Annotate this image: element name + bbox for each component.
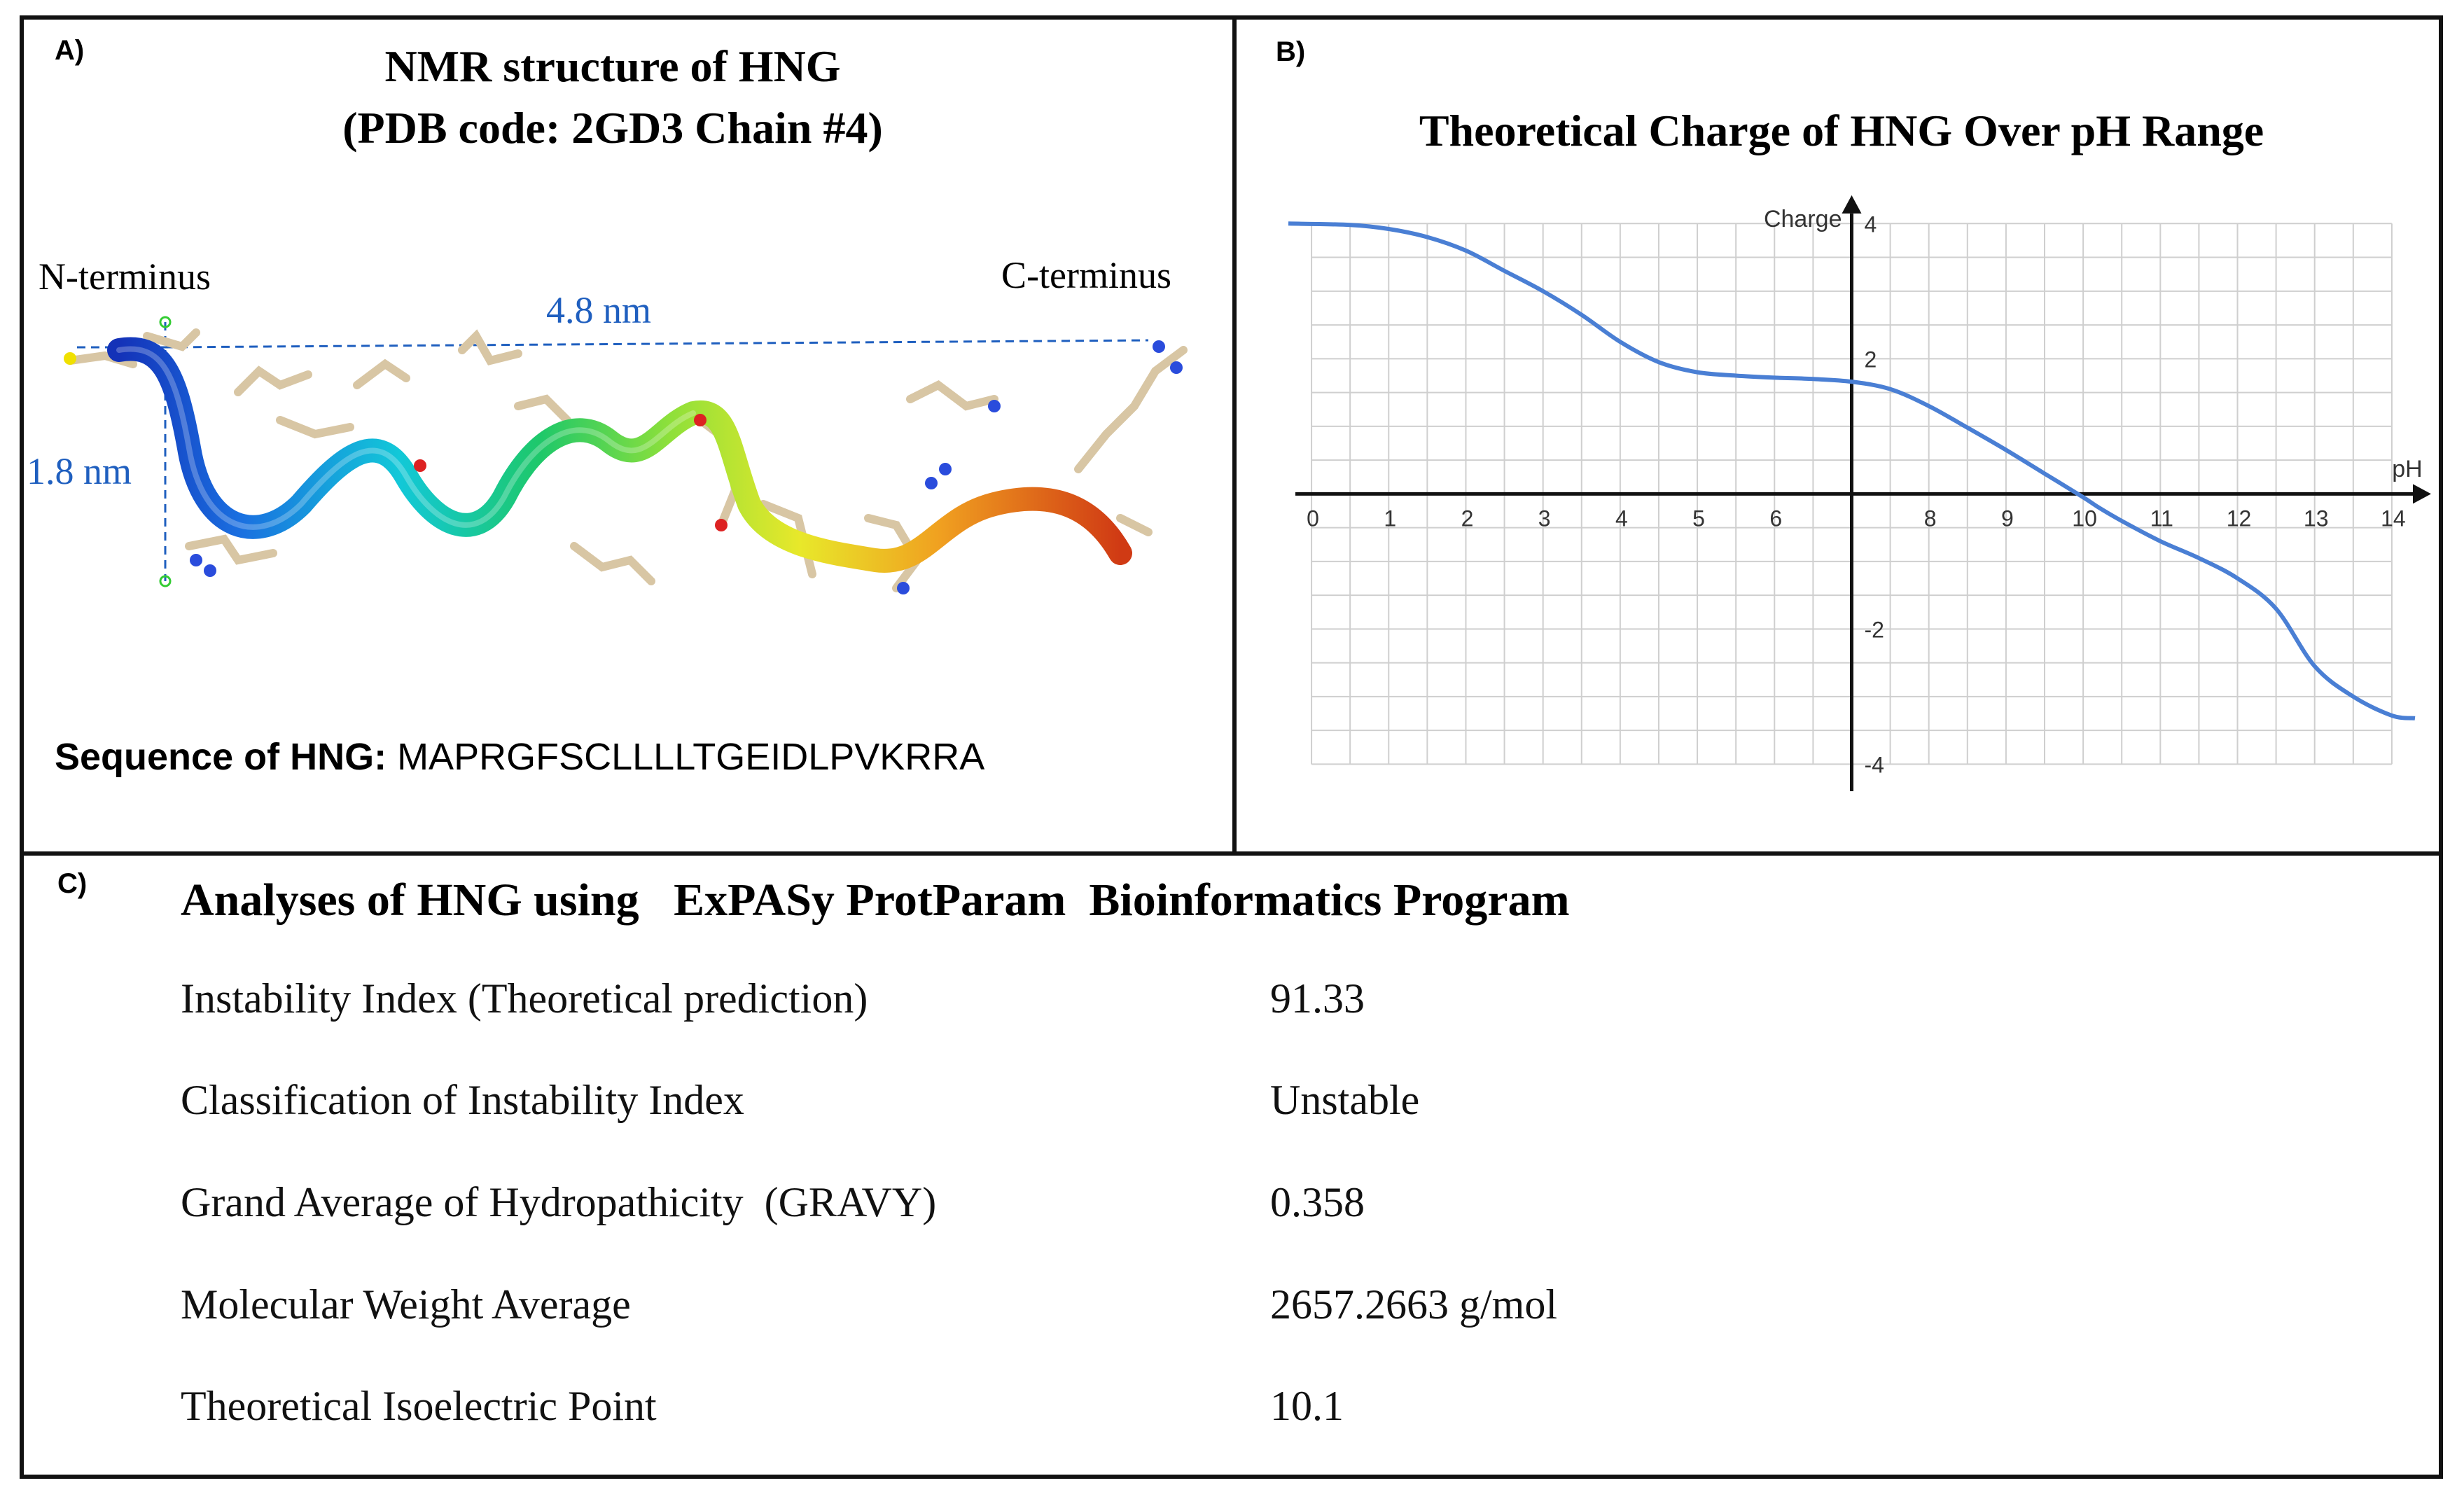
x-tick-label: 3 <box>1538 506 1551 531</box>
x-tick-label: 14 <box>2381 506 2406 531</box>
panel-a-label: A) <box>55 35 85 66</box>
x-tick-label: 13 <box>2304 506 2329 531</box>
length-measurement-label: 4.8 nm <box>546 289 652 331</box>
panel-a-title-line1: NMR structure of HNG <box>384 41 841 91</box>
x-tick-label: 12 <box>2227 506 2252 531</box>
y-tick-label: 4 <box>1864 211 1877 237</box>
x-tick-label: 1 <box>1384 506 1396 531</box>
y-axis-arrow <box>1842 195 1862 214</box>
sequence-label: Sequence of HNG: <box>55 736 387 778</box>
x-axis-label: pH <box>2392 456 2422 482</box>
x-tick-label: 11 <box>2150 506 2173 531</box>
x-tick-label: 6 <box>1769 506 1782 531</box>
chart-title: Theoretical Charge of HNG Over pH Range <box>1419 106 2264 155</box>
height-measurement-label: 1.8 nm <box>27 450 132 492</box>
x-tick-label: 10 <box>2072 506 2097 531</box>
x-axis-arrow <box>2413 484 2431 504</box>
table-row-value: 10.1 <box>1270 1383 1344 1429</box>
table-row-label: Instability Index (Theoretical predictio… <box>181 975 868 1022</box>
panel-divider-vertical <box>1232 15 1237 856</box>
panel-a-title-line2: (PDB code: 2GD3 Chain #4) <box>342 103 883 153</box>
table-row-label: Molecular Weight Average <box>181 1281 631 1328</box>
x-tick-label: 2 <box>1461 506 1474 531</box>
sequence-line: Sequence of HNG: MAPRGFSCLLLLTGEIDLPVKRR… <box>55 735 984 779</box>
table-row-label: Grand Average of Hydropathicity (GRAVY) <box>181 1179 937 1225</box>
y-tick-label: -2 <box>1864 617 1884 642</box>
n-terminus-label: N-terminus <box>39 256 211 298</box>
panel-b-label: B) <box>1276 36 1306 67</box>
table-row-label: Classification of Instability Index <box>181 1077 744 1123</box>
y-axis-label: Charge <box>1764 206 1842 232</box>
table-row-label: Theoretical Isoelectric Point <box>181 1383 657 1429</box>
panel-c-title: Analyses of HNG using ExPASy ProtParam B… <box>181 875 1570 926</box>
panel-divider-horizontal <box>20 851 2443 856</box>
x-tick-label: 4 <box>1615 506 1628 531</box>
peptide-structure-illustration <box>64 316 1188 594</box>
table-row-value: 0.358 <box>1270 1179 1365 1225</box>
x-tick-label: 5 <box>1692 506 1705 531</box>
charge-chart: 0 1 2 3 4 5 6 8 9 10 11 12 13 14 42-2-4 Charge pH <box>1288 195 2431 791</box>
x-tick-label: 0 <box>1307 506 1319 531</box>
y-tick-label: 2 <box>1864 347 1877 372</box>
charge-series-line <box>1288 221 2416 720</box>
figure-frame <box>20 15 2443 1479</box>
x-tick-label: 8 <box>1924 506 1937 531</box>
table-row-value: Unstable <box>1270 1077 1420 1123</box>
sequence-value: MAPRGFSCLLLLTGEIDLPVKRRA <box>397 736 985 778</box>
panel-c-label: C) <box>57 868 88 899</box>
y-tick-label: -4 <box>1864 752 1884 777</box>
c-terminus-label: C-terminus <box>1001 254 1171 296</box>
table-row-value: 2657.2663 g/mol <box>1270 1281 1558 1328</box>
x-tick-label: 9 <box>2001 506 2014 531</box>
table-row-value: 91.33 <box>1270 975 1365 1022</box>
